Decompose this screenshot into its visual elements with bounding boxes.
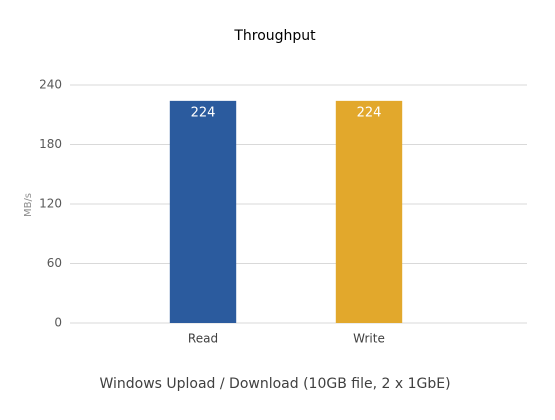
y-tick-label: 180 [39, 137, 62, 151]
x-tick-label: Write [353, 332, 385, 346]
x-tick-label: Read [188, 332, 218, 346]
y-axis-label: MB/s [23, 193, 34, 217]
data-label: 224 [357, 105, 382, 120]
x-axis-label: Windows Upload / Download (10GB file, 2 … [99, 376, 450, 392]
y-tick-label: 0 [54, 316, 62, 330]
y-tick-label: 120 [39, 197, 62, 211]
y-tick-label: 60 [47, 256, 62, 270]
data-label: 224 [191, 105, 216, 120]
chart-title: Throughput [233, 28, 316, 44]
y-tick-label: 240 [39, 78, 62, 92]
bar [169, 100, 237, 323]
bar [335, 100, 403, 323]
